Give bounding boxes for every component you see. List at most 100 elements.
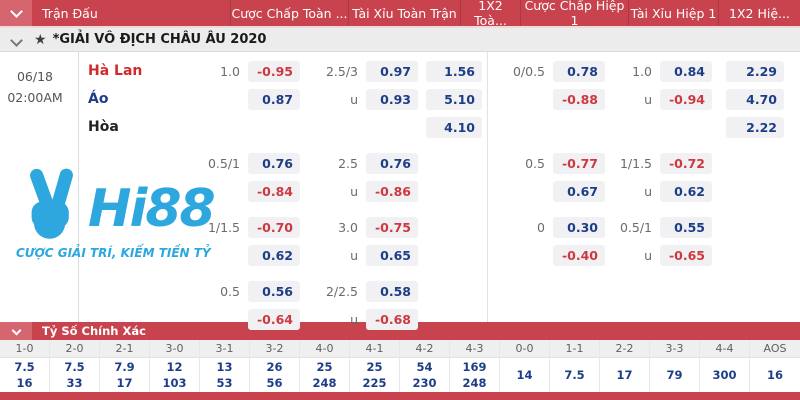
score-odd[interactable]: 26 <box>266 360 283 374</box>
h1-handicap-odds[interactable] <box>553 309 605 330</box>
1x2-odds[interactable]: 4.10 <box>426 116 482 138</box>
league-row[interactable]: ★ *GIẢI VÔ ĐỊCH CHÂU ÂU 2020 <box>0 28 800 52</box>
team-draw: Hòa <box>88 119 119 135</box>
score-odd[interactable]: 12 <box>166 360 183 374</box>
h1-overunder-line: u <box>644 183 652 199</box>
h1-handicap-odds[interactable]: -0.88 <box>553 88 605 110</box>
h1-1x2-odds[interactable]: 2.22 <box>726 116 784 138</box>
score-odd[interactable]: 300 <box>712 368 737 382</box>
h1-overunder-odds[interactable]: -0.94 <box>660 88 712 110</box>
h1-handicap-odds[interactable]: 0.30 <box>553 216 605 238</box>
h1-overunder-odds[interactable]: -0.65 <box>660 244 712 266</box>
score-odd[interactable]: 33 <box>66 376 83 390</box>
h1-overunder-odds[interactable]: 0.55 <box>660 216 712 238</box>
1x2-odds[interactable] <box>426 281 482 302</box>
h1-1x2-odds[interactable] <box>726 245 784 266</box>
h1-overunder-odds[interactable]: 0.62 <box>660 180 712 202</box>
handicap-odds[interactable]: 0.87 <box>248 88 300 110</box>
league-collapse-button[interactable] <box>0 30 32 49</box>
score-odd[interactable]: 248 <box>462 376 487 390</box>
overunder-odds[interactable]: 0.65 <box>366 244 418 266</box>
h1-overunder-line: 0.5/1 <box>619 219 652 235</box>
score-odd[interactable]: 54 <box>416 360 433 374</box>
h1-handicap-odds[interactable] <box>553 117 605 138</box>
column-overunder-full: Tài Xỉu Toàn Trận <box>348 0 460 26</box>
score-odd[interactable]: 17 <box>616 368 633 382</box>
score-odd[interactable]: 169 <box>462 360 487 374</box>
h1-overunder-odds[interactable] <box>660 281 712 302</box>
score-odd[interactable]: 7.5 <box>564 368 585 382</box>
collapse-all-button[interactable] <box>0 0 32 26</box>
handicap-odds[interactable]: -0.95 <box>248 60 300 82</box>
handicap-odds[interactable] <box>248 117 300 138</box>
h1-overunder-odds[interactable] <box>660 309 712 330</box>
overunder-odds[interactable]: 0.93 <box>366 88 418 110</box>
handicap-odds[interactable]: 0.76 <box>248 152 300 174</box>
score-odd[interactable]: 25 <box>366 360 383 374</box>
score-odd[interactable]: 230 <box>412 376 437 390</box>
overunder-odds[interactable]: 0.76 <box>366 152 418 174</box>
h1-1x2-odds[interactable] <box>726 281 784 302</box>
h1-handicap-odds[interactable] <box>553 281 605 302</box>
handicap-line: 1.0 <box>220 63 240 79</box>
handicap-odds[interactable]: -0.70 <box>248 216 300 238</box>
1x2-odds[interactable] <box>426 245 482 266</box>
1x2-odds[interactable] <box>426 217 482 238</box>
score-odd[interactable]: 14 <box>516 368 533 382</box>
score-odd[interactable]: 7.9 <box>114 360 135 374</box>
chevron-down-icon <box>9 34 23 47</box>
h1-overunder-odds[interactable]: 0.84 <box>660 60 712 82</box>
odds-body: 06/18 02:00AM Hà Lan 1.0 -0.95 2.5/3 0.9… <box>0 52 800 330</box>
1x2-odds[interactable] <box>426 153 482 174</box>
h1-1x2-odds[interactable] <box>726 217 784 238</box>
overunder-odds[interactable] <box>366 117 418 138</box>
score-label: 3-3 <box>650 340 699 358</box>
handicap-odds[interactable]: 0.56 <box>248 280 300 302</box>
odds-row: Áo 0.87 u 0.93 5.10 -0.88 u -0.94 4.70 <box>78 88 800 110</box>
h1-1x2-odds[interactable] <box>726 181 784 202</box>
score-odd[interactable]: 16 <box>16 376 33 390</box>
h1-overunder-odds[interactable] <box>660 117 712 138</box>
overunder-odds[interactable]: -0.68 <box>366 308 418 330</box>
h1-1x2-odds[interactable]: 4.70 <box>726 88 784 110</box>
score-odd[interactable]: 53 <box>216 376 233 390</box>
handicap-odds[interactable]: 0.62 <box>248 244 300 266</box>
score-odd[interactable]: 225 <box>362 376 387 390</box>
overunder-odds[interactable]: -0.75 <box>366 216 418 238</box>
score-column: 3-3 79 <box>650 340 700 392</box>
score-odd[interactable]: 16 <box>766 368 783 382</box>
score-odd[interactable]: 79 <box>666 368 683 382</box>
score-odd[interactable]: 7.5 <box>14 360 35 374</box>
favorite-star-icon[interactable]: ★ <box>34 31 47 48</box>
1x2-odds[interactable]: 5.10 <box>426 88 482 110</box>
h1-handicap-odds[interactable]: -0.77 <box>553 152 605 174</box>
1x2-odds[interactable] <box>426 181 482 202</box>
1x2-odds[interactable]: 1.56 <box>426 60 482 82</box>
h1-handicap-odds[interactable]: 0.78 <box>553 60 605 82</box>
correct-score-header: Tỷ Số Chính Xác <box>0 322 800 340</box>
overunder-odds[interactable]: 0.97 <box>366 60 418 82</box>
handicap-odds[interactable]: -0.64 <box>248 308 300 330</box>
score-odd[interactable]: 103 <box>162 376 187 390</box>
h1-overunder-odds[interactable]: -0.72 <box>660 152 712 174</box>
score-collapse-button[interactable] <box>0 322 32 340</box>
score-odd[interactable]: 7.5 <box>64 360 85 374</box>
score-odd[interactable]: 13 <box>216 360 233 374</box>
h1-1x2-odds[interactable] <box>726 153 784 174</box>
h1-handicap-odds[interactable]: -0.40 <box>553 244 605 266</box>
odds-row: 0.5/1 0.76 2.5 0.76 0.5 -0.77 1/1.5 -0.7… <box>78 152 800 174</box>
score-odd[interactable]: 248 <box>312 376 337 390</box>
overunder-odds[interactable]: 0.58 <box>366 280 418 302</box>
score-column: 4-4 300 <box>700 340 750 392</box>
h1-handicap-line: 0/0.5 <box>512 63 545 79</box>
score-label: 1-1 <box>550 340 599 358</box>
h1-1x2-odds[interactable] <box>726 309 784 330</box>
score-odd[interactable]: 56 <box>266 376 283 390</box>
h1-1x2-odds[interactable]: 2.29 <box>726 60 784 82</box>
score-odd[interactable]: 25 <box>316 360 333 374</box>
overunder-odds[interactable]: -0.86 <box>366 180 418 202</box>
handicap-odds[interactable]: -0.84 <box>248 180 300 202</box>
score-odd[interactable]: 17 <box>116 376 133 390</box>
1x2-odds[interactable] <box>426 309 482 330</box>
h1-handicap-odds[interactable]: 0.67 <box>553 180 605 202</box>
